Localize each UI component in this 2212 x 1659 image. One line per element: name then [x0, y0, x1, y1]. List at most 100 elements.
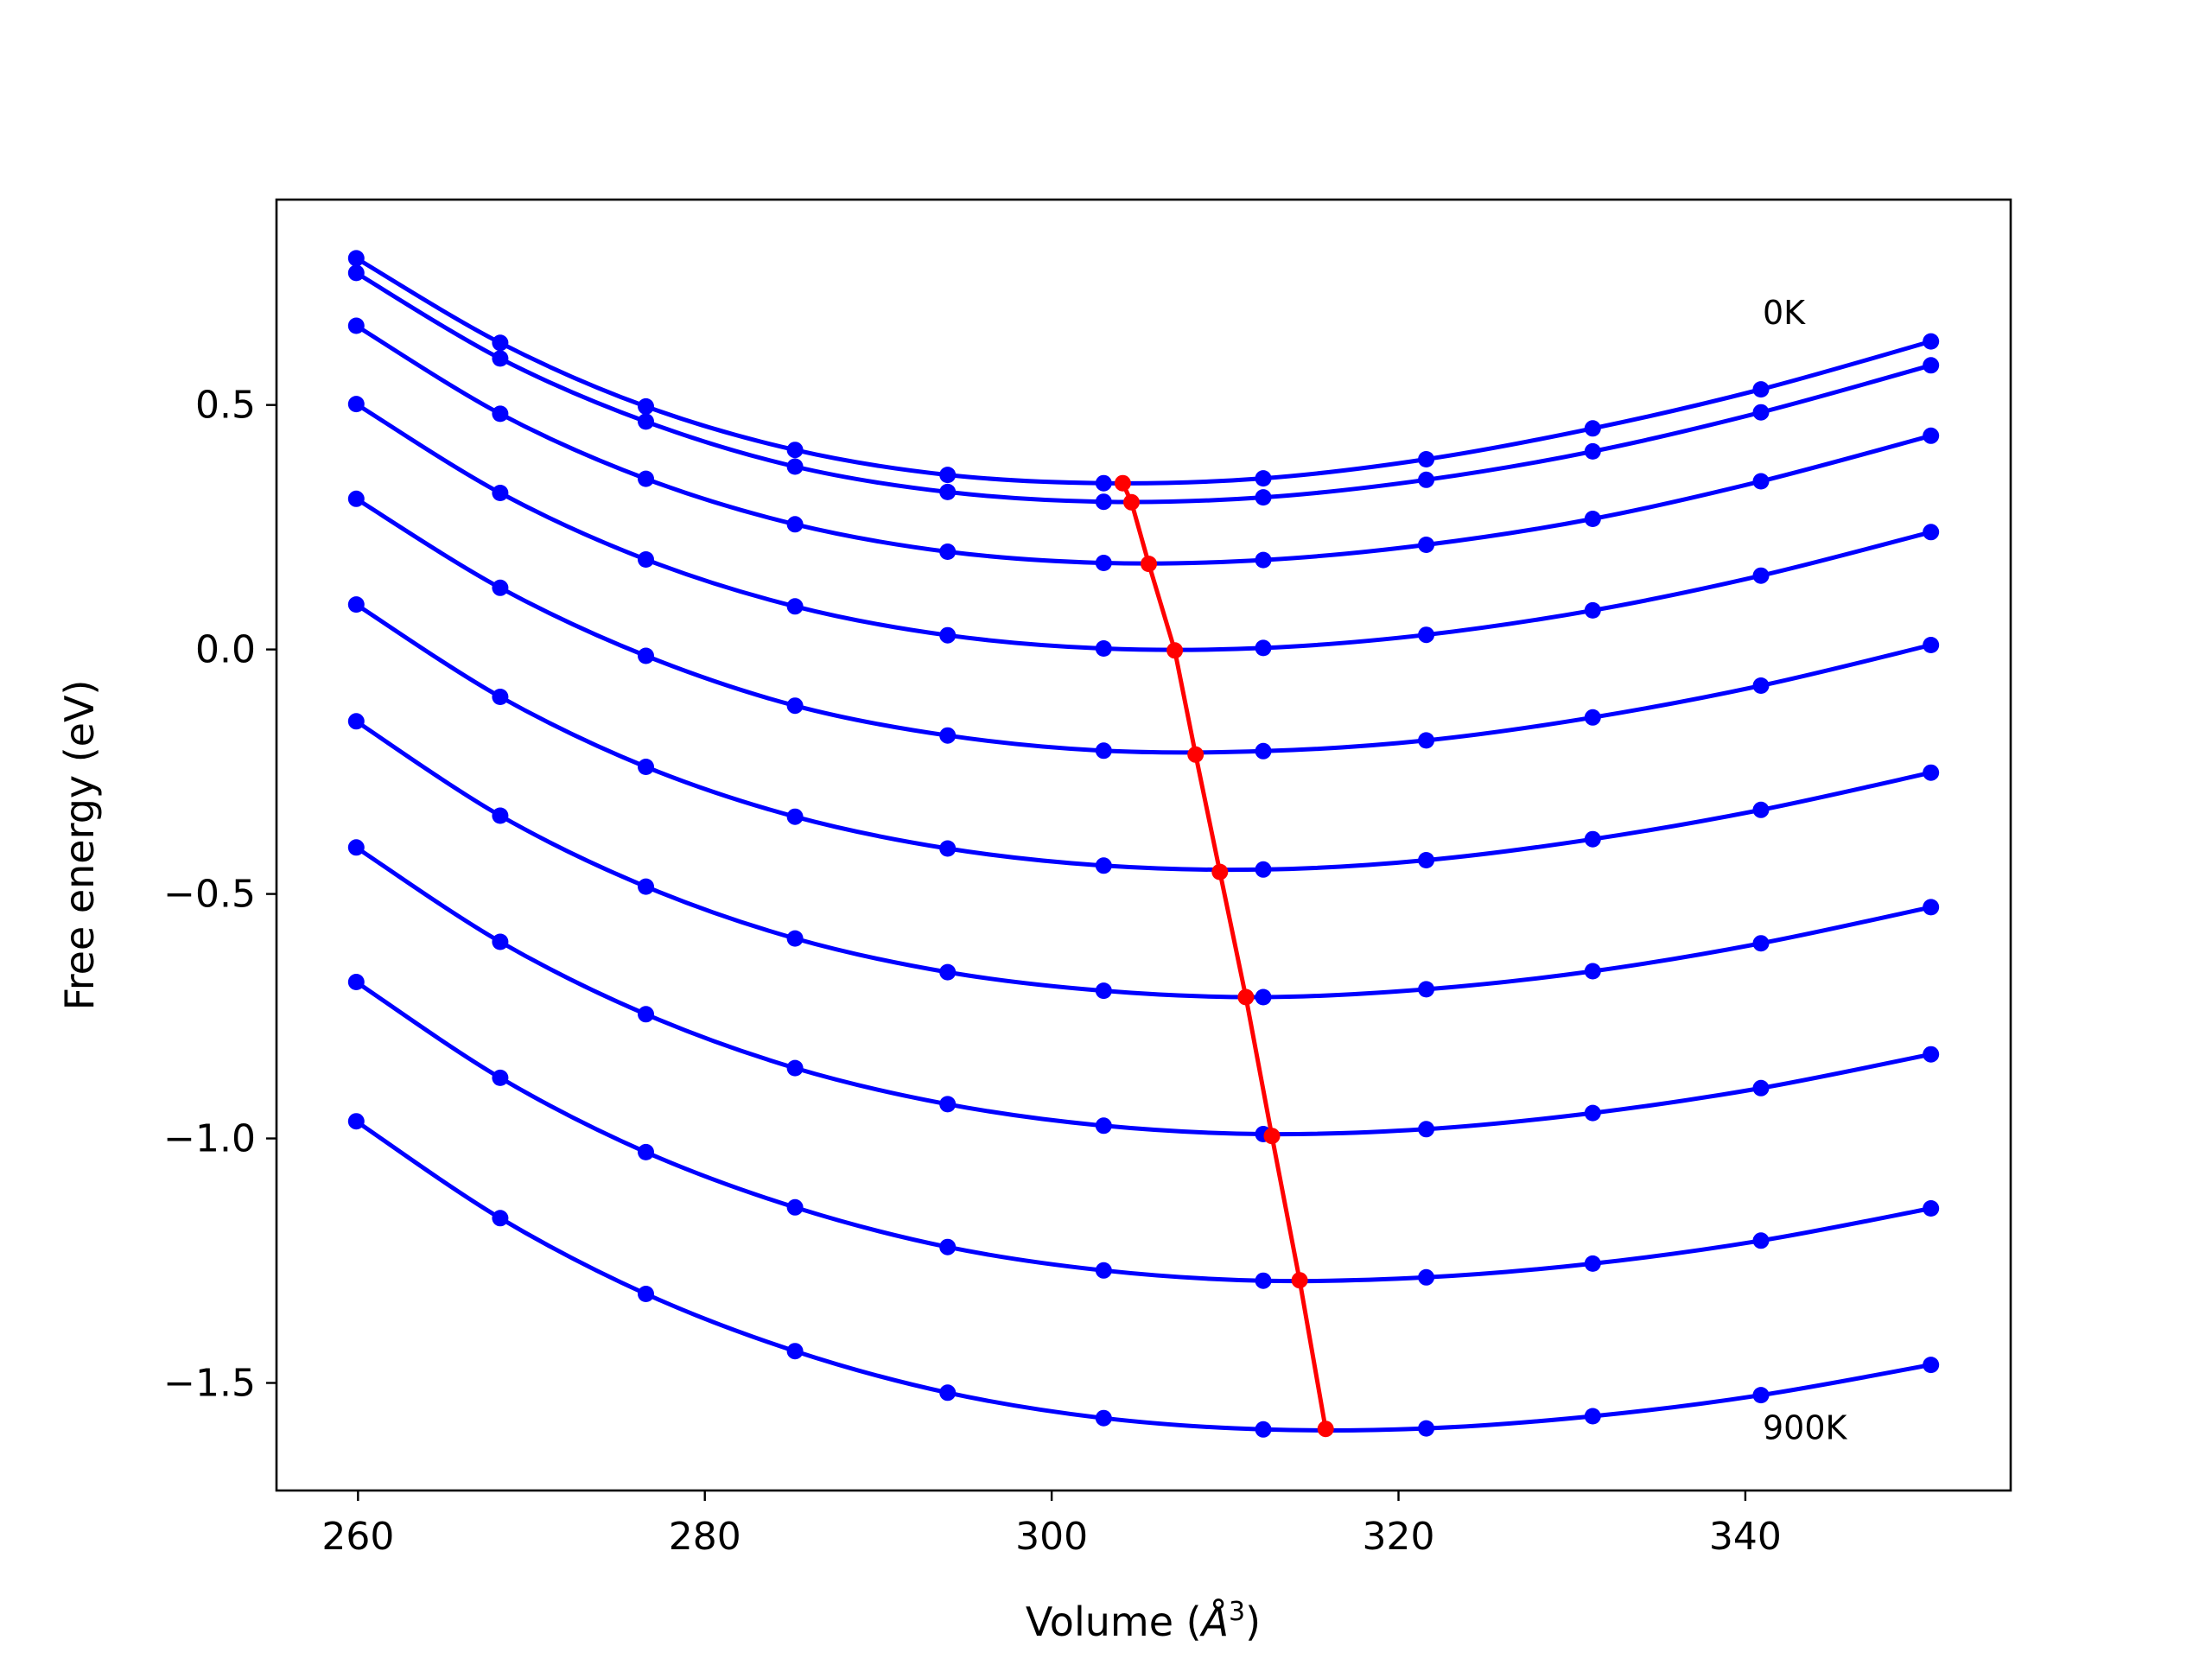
y-tick-label-0: 0.5: [195, 384, 256, 428]
data-point-1-2: [638, 413, 654, 430]
data-point-0-8: [1584, 420, 1601, 437]
data-point-0-4: [939, 467, 957, 484]
data-point-3-3: [786, 598, 804, 615]
data-point-1-10: [1923, 357, 1940, 374]
data-point-9-1: [492, 1210, 509, 1227]
data-point-9-3: [786, 1343, 804, 1360]
data-point-9-5: [1095, 1409, 1112, 1427]
data-point-9-10: [1923, 1357, 1940, 1374]
data-point-6-3: [786, 930, 804, 947]
data-point-5-9: [1752, 801, 1770, 818]
data-point-3-5: [1095, 640, 1112, 657]
data-point-8-9: [1752, 1232, 1770, 1249]
data-point-9-4: [939, 1384, 957, 1402]
data-point-2-8: [1584, 511, 1601, 527]
data-point-2-6: [1255, 551, 1272, 569]
data-point-6-8: [1584, 963, 1601, 980]
data-point-0-7: [1418, 451, 1435, 467]
data-point-9-6: [1255, 1421, 1272, 1438]
data-point-2-4: [939, 543, 957, 560]
data-point-0-5: [1095, 474, 1112, 492]
minimum-point-6: [1237, 988, 1255, 1006]
data-point-2-2: [638, 470, 654, 487]
minimum-point-0: [1114, 474, 1131, 492]
data-point-3-4: [939, 626, 957, 644]
minimum-point-9: [1317, 1421, 1334, 1438]
data-point-8-6: [1255, 1272, 1272, 1289]
minimum-point-3: [1166, 642, 1184, 659]
data-point-3-2: [638, 551, 654, 568]
data-point-5-8: [1584, 830, 1601, 848]
data-point-5-6: [1255, 861, 1272, 878]
data-point-0-1: [492, 334, 509, 352]
data-point-3-0: [347, 396, 365, 413]
minimum-energy-line: [1114, 474, 1334, 1438]
data-point-6-1: [492, 807, 509, 824]
data-point-7-7: [1418, 1121, 1435, 1138]
data-point-5-10: [1923, 764, 1940, 781]
data-point-1-4: [939, 483, 957, 500]
x-tick-label-4: 340: [1709, 1515, 1782, 1559]
data-point-5-5: [1095, 857, 1112, 874]
data-point-8-4: [939, 1238, 957, 1255]
data-point-0-2: [638, 397, 654, 415]
data-point-4-0: [347, 490, 365, 507]
data-point-6-9: [1752, 935, 1770, 952]
annotation-1: 900K: [1763, 1408, 1848, 1446]
data-point-6-0: [347, 713, 365, 730]
data-point-0-9: [1752, 381, 1770, 398]
x-tick-label-3: 320: [1363, 1515, 1435, 1559]
data-point-6-7: [1418, 981, 1435, 998]
data-point-7-1: [492, 933, 509, 950]
data-point-2-10: [1923, 427, 1940, 444]
x-axis-ticks: 260 280 300 320 340: [321, 1491, 1782, 1559]
data-point-5-2: [638, 759, 654, 775]
data-point-8-7: [1418, 1268, 1435, 1286]
data-point-4-9: [1752, 677, 1770, 694]
plot-frame: [275, 198, 2012, 1492]
y-tick-label-3: −1.0: [163, 1117, 256, 1161]
data-point-9-8: [1584, 1408, 1601, 1425]
data-point-4-4: [939, 727, 957, 744]
y-axis-ticks: 0.5 0.0 −0.5 −1.0 −1.5: [163, 384, 276, 1406]
data-point-1-1: [492, 350, 509, 367]
data-point-4-8: [1584, 709, 1601, 726]
data-point-1-7: [1418, 471, 1435, 488]
x-tick-label-1: 280: [669, 1515, 741, 1559]
data-point-9-9: [1752, 1387, 1770, 1404]
y-tick-label-1: 0.0: [195, 628, 256, 672]
data-point-6-5: [1095, 982, 1112, 1000]
data-point-6-4: [939, 963, 957, 981]
data-point-5-1: [492, 689, 509, 705]
data-point-8-3: [786, 1198, 804, 1216]
data-point-8-5: [1095, 1262, 1112, 1279]
data-point-8-10: [1923, 1200, 1940, 1217]
minimum-point-2: [1141, 556, 1157, 573]
data-point-0-0: [347, 250, 365, 267]
data-point-1-5: [1095, 493, 1112, 511]
data-point-5-3: [786, 808, 804, 825]
data-point-6-10: [1923, 899, 1940, 916]
data-point-8-0: [347, 974, 365, 990]
data-point-2-9: [1752, 473, 1770, 490]
data-point-6-6: [1255, 988, 1272, 1006]
data-point-6-2: [638, 878, 654, 895]
data-point-9-7: [1418, 1420, 1435, 1437]
data-point-5-4: [939, 840, 957, 857]
data-point-7-9: [1752, 1079, 1770, 1096]
data-point-0-10: [1923, 333, 1940, 350]
data-point-2-7: [1418, 537, 1435, 553]
data-point-4-7: [1418, 732, 1435, 749]
minimum-point-4: [1187, 746, 1205, 763]
data-point-7-2: [638, 1006, 654, 1023]
data-point-2-3: [786, 516, 804, 533]
data-point-4-2: [638, 647, 654, 664]
minimum-line: [1121, 482, 1328, 1430]
annotation-0: 0K: [1763, 294, 1806, 332]
x-tick-label-0: 260: [321, 1515, 394, 1559]
x-axis-label: Volume (Å3): [1026, 1597, 1261, 1645]
curve-annotations: 0K 900K: [1763, 294, 1848, 1446]
data-point-8-8: [1584, 1255, 1601, 1272]
data-point-1-8: [1584, 442, 1601, 460]
